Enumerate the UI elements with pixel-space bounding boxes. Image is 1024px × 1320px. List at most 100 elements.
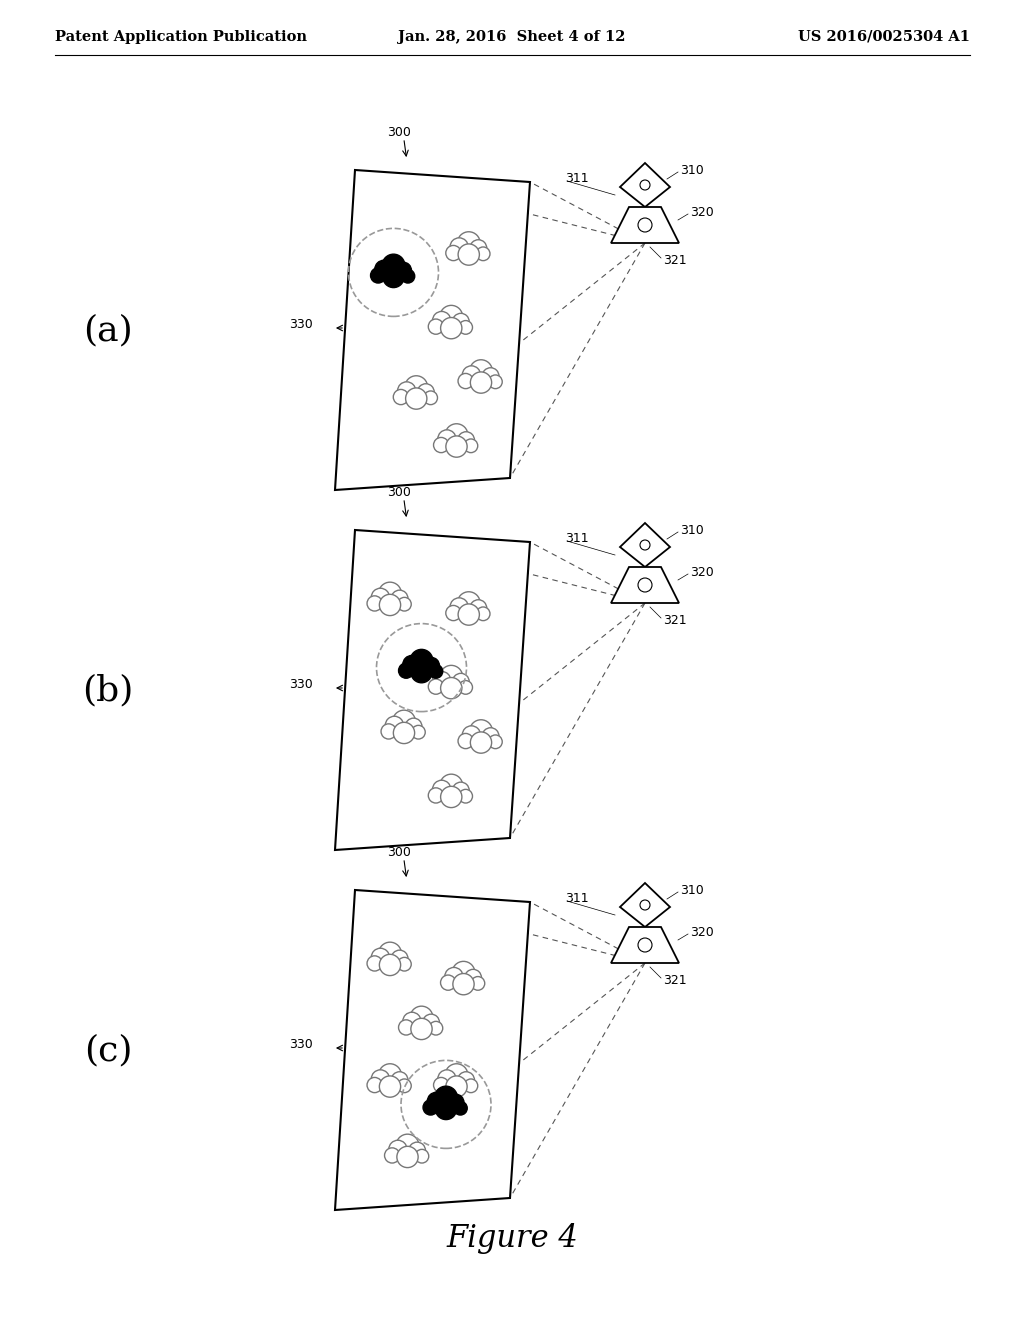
Text: US 2016/0025304 A1: US 2016/0025304 A1 bbox=[798, 30, 970, 44]
Circle shape bbox=[427, 1092, 445, 1110]
Text: 311: 311 bbox=[565, 532, 589, 545]
Circle shape bbox=[440, 318, 462, 339]
Circle shape bbox=[375, 260, 393, 279]
Text: 320: 320 bbox=[690, 206, 714, 219]
Circle shape bbox=[458, 232, 480, 255]
Circle shape bbox=[458, 374, 473, 388]
Circle shape bbox=[638, 218, 652, 232]
Text: 321: 321 bbox=[663, 614, 687, 627]
Circle shape bbox=[409, 1142, 425, 1159]
Circle shape bbox=[397, 1078, 412, 1093]
Circle shape bbox=[392, 710, 416, 733]
Circle shape bbox=[410, 649, 433, 672]
Circle shape bbox=[372, 589, 389, 606]
Text: 320: 320 bbox=[690, 927, 714, 940]
Circle shape bbox=[453, 974, 474, 995]
Circle shape bbox=[379, 942, 401, 965]
Circle shape bbox=[447, 1094, 464, 1111]
Circle shape bbox=[445, 424, 468, 446]
Circle shape bbox=[423, 1100, 438, 1115]
Text: 330: 330 bbox=[289, 678, 313, 692]
Circle shape bbox=[381, 723, 396, 739]
Circle shape bbox=[397, 1146, 418, 1168]
Circle shape bbox=[434, 1086, 458, 1109]
Circle shape bbox=[406, 388, 427, 409]
Circle shape bbox=[488, 735, 502, 748]
Circle shape bbox=[488, 375, 502, 388]
Circle shape bbox=[397, 381, 416, 400]
Polygon shape bbox=[611, 927, 679, 964]
Circle shape bbox=[391, 950, 408, 966]
Circle shape bbox=[412, 726, 425, 739]
Circle shape bbox=[401, 269, 415, 282]
Circle shape bbox=[383, 267, 404, 288]
Polygon shape bbox=[335, 890, 530, 1210]
Circle shape bbox=[411, 661, 432, 682]
Circle shape bbox=[418, 384, 434, 400]
Polygon shape bbox=[611, 207, 679, 243]
Text: 310: 310 bbox=[680, 165, 703, 177]
Circle shape bbox=[459, 681, 472, 694]
Circle shape bbox=[379, 954, 400, 975]
Circle shape bbox=[459, 789, 472, 803]
Circle shape bbox=[406, 718, 422, 735]
Circle shape bbox=[450, 598, 468, 616]
Circle shape bbox=[415, 1150, 429, 1163]
Circle shape bbox=[402, 1012, 421, 1031]
Circle shape bbox=[458, 432, 474, 449]
Circle shape bbox=[385, 1148, 399, 1163]
Circle shape bbox=[429, 664, 442, 678]
Circle shape bbox=[371, 268, 386, 282]
Text: 330: 330 bbox=[289, 318, 313, 331]
Circle shape bbox=[372, 1069, 389, 1088]
Circle shape bbox=[367, 1077, 382, 1093]
Circle shape bbox=[382, 255, 404, 277]
Circle shape bbox=[445, 436, 467, 457]
Circle shape bbox=[379, 1064, 401, 1086]
Text: (b): (b) bbox=[82, 673, 134, 708]
Circle shape bbox=[372, 948, 389, 966]
Circle shape bbox=[423, 1014, 439, 1031]
Circle shape bbox=[444, 968, 463, 986]
Circle shape bbox=[458, 1072, 474, 1089]
Text: 300: 300 bbox=[387, 125, 411, 139]
Circle shape bbox=[450, 238, 468, 256]
Polygon shape bbox=[335, 170, 530, 490]
Circle shape bbox=[470, 372, 492, 393]
Circle shape bbox=[470, 240, 486, 256]
Circle shape bbox=[453, 783, 469, 799]
Circle shape bbox=[398, 1020, 414, 1035]
Text: Figure 4: Figure 4 bbox=[446, 1222, 578, 1254]
Circle shape bbox=[433, 1077, 449, 1093]
Text: 321: 321 bbox=[663, 253, 687, 267]
Circle shape bbox=[458, 734, 473, 748]
Circle shape bbox=[458, 591, 480, 615]
Circle shape bbox=[389, 1140, 407, 1159]
Circle shape bbox=[411, 1018, 432, 1040]
Text: (a): (a) bbox=[83, 313, 133, 347]
Circle shape bbox=[432, 672, 451, 689]
Circle shape bbox=[638, 578, 652, 591]
Circle shape bbox=[410, 1006, 433, 1030]
Text: Patent Application Publication: Patent Application Publication bbox=[55, 30, 307, 44]
Circle shape bbox=[482, 368, 499, 384]
Circle shape bbox=[464, 1078, 478, 1093]
Circle shape bbox=[440, 305, 463, 329]
Circle shape bbox=[397, 598, 412, 611]
Circle shape bbox=[367, 956, 382, 972]
Circle shape bbox=[440, 787, 462, 808]
Circle shape bbox=[440, 774, 463, 797]
Circle shape bbox=[458, 605, 479, 626]
Text: 300: 300 bbox=[387, 486, 411, 499]
Polygon shape bbox=[620, 162, 670, 207]
Circle shape bbox=[458, 244, 479, 265]
Circle shape bbox=[453, 961, 475, 985]
Circle shape bbox=[424, 391, 437, 405]
Circle shape bbox=[445, 606, 461, 620]
Circle shape bbox=[385, 717, 403, 734]
Polygon shape bbox=[620, 523, 670, 568]
Circle shape bbox=[404, 376, 428, 399]
Circle shape bbox=[432, 780, 451, 799]
Circle shape bbox=[445, 1076, 467, 1097]
Polygon shape bbox=[335, 531, 530, 850]
